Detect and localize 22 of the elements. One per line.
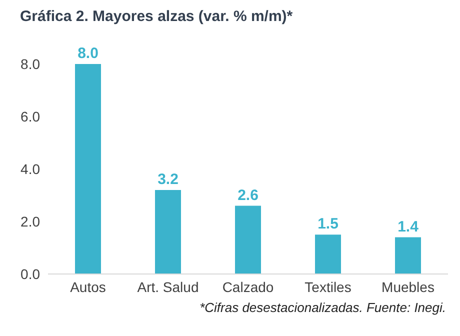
bar bbox=[235, 206, 261, 274]
chart-title: Gráfica 2. Mayores alzas (var. % m/m)* bbox=[20, 8, 293, 25]
data-label: 1.4 bbox=[398, 218, 420, 236]
y-tick-label: 0.0 bbox=[20, 266, 40, 282]
data-label: 1.5 bbox=[318, 216, 338, 233]
data-label: 8.0 bbox=[78, 45, 98, 62]
x-tick-label: Muebles bbox=[382, 278, 434, 295]
bar bbox=[395, 237, 421, 274]
y-tick-label: 4.0 bbox=[20, 160, 40, 177]
bar bbox=[155, 190, 181, 274]
x-tick-label: Textiles bbox=[304, 278, 352, 295]
y-tick-label: 2.0 bbox=[20, 213, 40, 230]
data-label: 3.2 bbox=[158, 171, 178, 188]
y-tick-label: 6.0 bbox=[20, 108, 40, 124]
bar bbox=[315, 234, 341, 274]
y-tick-label: 8.0 bbox=[20, 56, 40, 72]
x-tick-label: Autos bbox=[70, 278, 106, 295]
x-tick-label: Art. Salud bbox=[137, 278, 199, 295]
data-label: 2.6 bbox=[238, 186, 258, 204]
bar bbox=[75, 64, 101, 274]
text: *Cifras desestacionalizadas. Fuente: Inegi. bbox=[200, 300, 446, 315]
x-tick-label: Calzado bbox=[222, 278, 274, 295]
